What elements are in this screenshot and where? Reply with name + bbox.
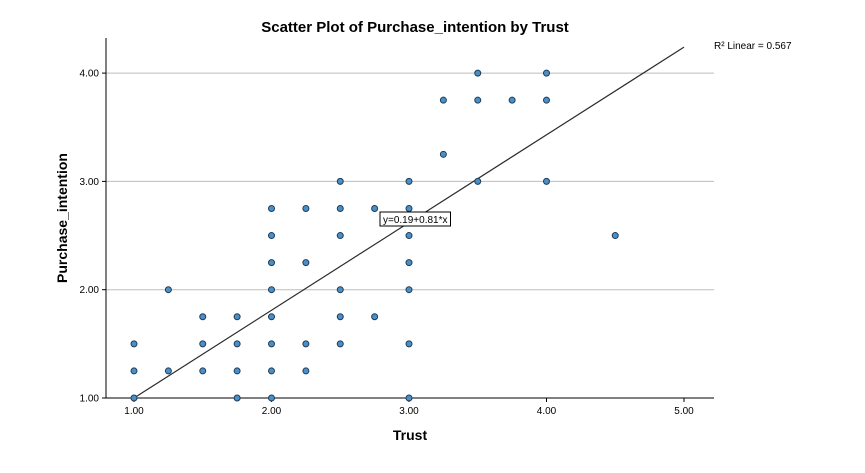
fit-equation-frame (379, 211, 451, 227)
data-point (336, 232, 344, 240)
data-point (164, 367, 172, 375)
y-tick-label: 4.00 (80, 69, 100, 80)
data-point (543, 177, 550, 185)
data-point (199, 367, 207, 375)
data-point (611, 232, 619, 240)
x-tick-label: 2.00 (262, 406, 282, 417)
data-point (268, 394, 275, 402)
data-point (405, 259, 413, 267)
data-point (405, 232, 413, 240)
data-point (302, 204, 310, 212)
data-point (439, 96, 447, 104)
data-point (405, 204, 413, 212)
data-point (474, 96, 482, 104)
y-axis-title: Purchase_intention (54, 153, 70, 283)
x-tick-label: 1.00 (124, 406, 144, 417)
data-point (268, 204, 275, 212)
data-point (336, 340, 344, 348)
data-point (302, 367, 310, 375)
y-tick-label: 2.00 (80, 285, 100, 296)
data-point (268, 259, 275, 267)
data-point (199, 340, 207, 348)
data-point (199, 313, 207, 321)
y-tick-label: 1.00 (80, 394, 100, 405)
data-point (130, 367, 138, 375)
data-point (268, 367, 275, 375)
data-points (130, 69, 619, 402)
data-point (543, 69, 550, 77)
data-point (543, 96, 550, 104)
data-point (405, 394, 413, 402)
data-point (336, 286, 344, 294)
x-tick-label: 3.00 (399, 406, 419, 417)
x-axis-title: Trust (393, 427, 428, 443)
fit-equation-label: y=0.19+0.81*x (383, 215, 448, 226)
x-tick-label: 4.00 (537, 406, 557, 417)
data-point (268, 340, 275, 348)
data-point (405, 177, 413, 185)
data-point (439, 150, 447, 158)
data-point (336, 313, 344, 321)
fit-equation-box: y=0.19+0.81*x (379, 211, 451, 227)
data-point (405, 286, 413, 294)
data-point (268, 286, 275, 294)
data-point (233, 313, 241, 321)
data-point (302, 259, 310, 267)
data-point (268, 313, 275, 321)
data-point (130, 340, 138, 348)
data-point (336, 204, 344, 212)
data-point (371, 204, 379, 212)
data-point (268, 232, 275, 240)
data-point (508, 96, 516, 104)
r-squared-label: R² Linear = 0.567 (714, 41, 792, 52)
data-point (302, 340, 310, 348)
y-tick-label: 3.00 (80, 177, 100, 188)
chart-title: Scatter Plot of Purchase_intention by Tr… (261, 19, 569, 36)
data-point (474, 69, 482, 77)
x-tick-label: 5.00 (674, 406, 694, 417)
data-point (233, 367, 241, 375)
data-point (233, 394, 241, 402)
data-point (371, 313, 379, 321)
data-point (336, 177, 344, 185)
data-point (164, 286, 172, 294)
data-point (130, 394, 138, 402)
data-point (474, 177, 482, 185)
data-point (405, 340, 413, 348)
y-tick-labels: 1.00 2.00 3.00 4.00 (80, 69, 106, 405)
data-point (233, 340, 241, 348)
